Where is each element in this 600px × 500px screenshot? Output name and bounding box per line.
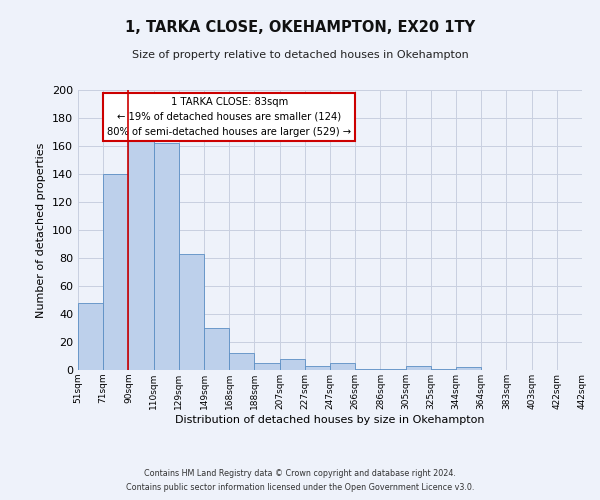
Text: 1, TARKA CLOSE, OKEHAMPTON, EX20 1TY: 1, TARKA CLOSE, OKEHAMPTON, EX20 1TY xyxy=(125,20,475,35)
Bar xyxy=(204,328,229,370)
Bar xyxy=(229,353,254,370)
Bar xyxy=(128,136,154,370)
Bar xyxy=(179,254,204,370)
Bar xyxy=(154,143,179,370)
Text: Contains HM Land Registry data © Crown copyright and database right 2024.: Contains HM Land Registry data © Crown c… xyxy=(144,468,456,477)
Bar xyxy=(254,363,280,370)
Y-axis label: Number of detached properties: Number of detached properties xyxy=(37,142,46,318)
Bar xyxy=(406,366,431,370)
X-axis label: Distribution of detached houses by size in Okehampton: Distribution of detached houses by size … xyxy=(175,414,485,424)
Text: Contains public sector information licensed under the Open Government Licence v3: Contains public sector information licen… xyxy=(126,484,474,492)
Bar xyxy=(78,303,103,370)
Bar xyxy=(355,368,380,370)
Bar xyxy=(330,363,355,370)
Bar xyxy=(431,368,456,370)
Bar xyxy=(456,367,481,370)
Text: Size of property relative to detached houses in Okehampton: Size of property relative to detached ho… xyxy=(131,50,469,60)
Bar xyxy=(103,174,128,370)
Bar xyxy=(280,359,305,370)
Bar xyxy=(305,366,330,370)
Bar xyxy=(380,368,406,370)
Text: 1 TARKA CLOSE: 83sqm
← 19% of detached houses are smaller (124)
80% of semi-deta: 1 TARKA CLOSE: 83sqm ← 19% of detached h… xyxy=(107,97,351,136)
